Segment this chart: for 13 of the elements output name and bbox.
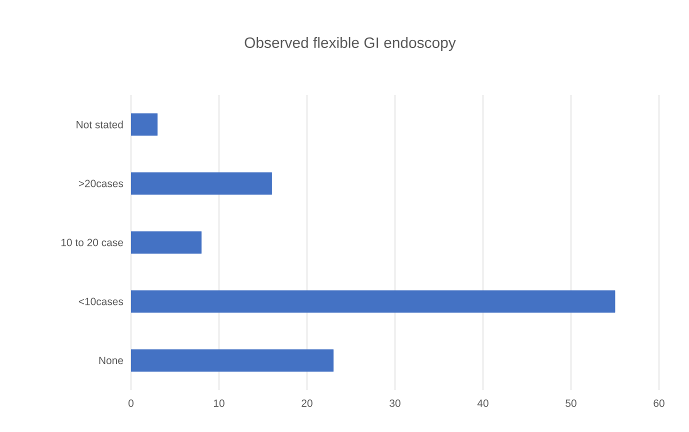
x-tick-label: 20 — [302, 400, 312, 407]
x-tick-label: 40 — [477, 400, 488, 407]
y-tick-label: >20cases — [78, 180, 124, 188]
chart-title: Observed flexible GI endoscopy — [244, 37, 456, 51]
y-tick-label: None — [99, 356, 123, 364]
x-tick-label: 60 — [654, 400, 664, 407]
y-tick-label: <10cases — [78, 298, 124, 306]
x-tick-label: 10 — [214, 400, 224, 407]
x-tick-label: 30 — [390, 400, 400, 407]
y-tick-label: 10 to 20 case — [61, 238, 123, 246]
x-tick-label: 50 — [566, 400, 576, 407]
x-tick-label: 0 — [128, 400, 134, 407]
y-tick-label: Not stated — [76, 120, 123, 128]
